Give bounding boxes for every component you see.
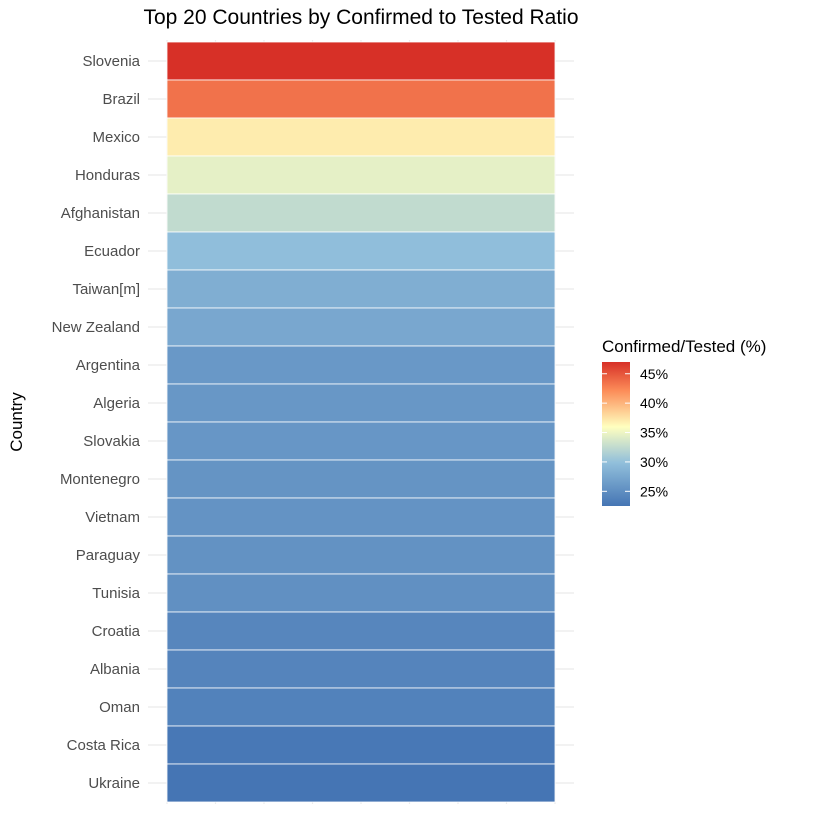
y-tick-label: Argentina	[76, 357, 141, 374]
legend-tick-label: 45%	[640, 366, 668, 382]
heatmap-tile	[166, 41, 556, 81]
heatmap-tile	[166, 345, 556, 385]
heatmap-tile	[166, 193, 556, 233]
y-tick-label: Slovenia	[82, 53, 140, 70]
y-tick-label: Montenegro	[60, 471, 140, 488]
heatmap-tile	[166, 497, 556, 537]
legend: Confirmed/Tested (%) 25% 30% 35% 40% 45%	[602, 337, 766, 506]
y-tick-label: Croatia	[92, 623, 141, 640]
y-tick-labels: Slovenia Brazil Mexico Honduras Afghanistan E…	[52, 53, 141, 792]
legend-colorbar	[602, 362, 630, 506]
heatmap-tile	[166, 535, 556, 575]
legend-tick-label: 35%	[640, 425, 668, 441]
y-tick-label: Costa Rica	[67, 737, 141, 754]
legend-tick-label: 40%	[640, 395, 668, 411]
heatmap-tile	[166, 79, 556, 119]
heatmap-tile	[166, 611, 556, 651]
y-tick-label: Oman	[99, 699, 140, 716]
heatmap-tile	[166, 231, 556, 271]
heatmap-tile	[166, 687, 556, 727]
heatmap-tile	[166, 725, 556, 765]
y-tick-label: Paraguay	[76, 547, 141, 564]
y-tick-label: Slovakia	[83, 433, 140, 450]
y-tick-label: Tunisia	[92, 585, 140, 602]
heatmap-tiles	[166, 41, 556, 803]
y-tick-label: Honduras	[75, 167, 140, 184]
chart-title: Top 20 Countries by Confirmed to Tested …	[143, 6, 578, 29]
y-tick-label: Albania	[90, 661, 141, 678]
y-tick-label: Mexico	[92, 129, 140, 146]
y-tick-label: Algeria	[93, 395, 140, 412]
heatmap-tile	[166, 649, 556, 689]
y-tick-label: Taiwan[m]	[72, 281, 140, 298]
heatmap-tile	[166, 269, 556, 309]
heatmap-tile	[166, 459, 556, 499]
heatmap-tile	[166, 155, 556, 195]
legend-title: Confirmed/Tested (%)	[602, 337, 766, 356]
y-axis-title: Country	[7, 392, 26, 452]
legend-tick-label: 25%	[640, 483, 668, 499]
legend-tick-label: 30%	[640, 454, 668, 470]
heatmap-tile	[166, 421, 556, 461]
y-tick-label: Ecuador	[84, 243, 140, 260]
y-tick-label: Ukraine	[88, 775, 140, 792]
heatmap-tile	[166, 763, 556, 803]
y-tick-label: New Zealand	[52, 319, 140, 336]
y-tick-label: Brazil	[102, 91, 140, 108]
heatmap-tile	[166, 117, 556, 157]
y-tick-label: Vietnam	[85, 509, 140, 526]
heatmap-tile	[166, 307, 556, 347]
heatmap-tile	[166, 573, 556, 613]
heatmap-tile	[166, 383, 556, 423]
y-tick-label: Afghanistan	[61, 205, 140, 222]
